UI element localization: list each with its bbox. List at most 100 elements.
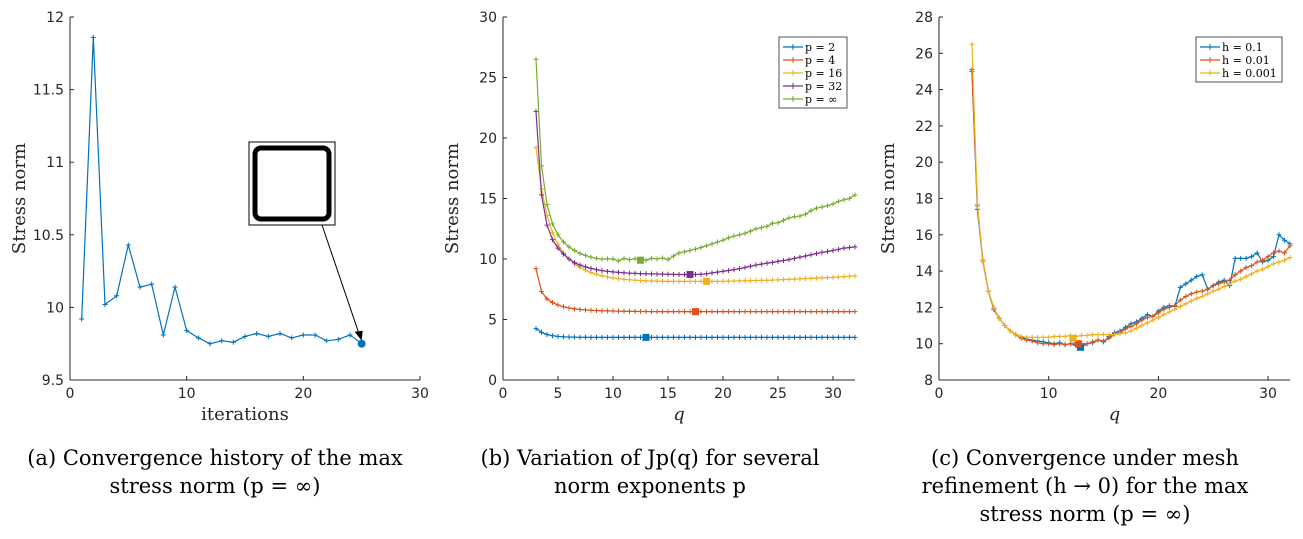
data-point-marker (764, 334, 770, 340)
data-point-marker (1106, 332, 1112, 338)
data-point-marker (1062, 333, 1068, 339)
data-point-marker (980, 259, 986, 265)
data-point-marker (594, 255, 599, 261)
data-point-marker (1172, 306, 1178, 312)
data-point-marker (654, 334, 660, 340)
caption-b: (b) Variation of Jp(q) for several norm … (440, 444, 860, 500)
data-point-marker (1084, 333, 1090, 339)
data-point-marker (1117, 331, 1123, 337)
data-point-marker (786, 257, 792, 263)
caption-c-line-3: stress norm (p = ∞) (979, 502, 1191, 526)
data-point-marker (230, 339, 236, 345)
data-point-marker (753, 262, 759, 268)
y-tick-label: 0 (488, 373, 497, 389)
data-point-marker (555, 333, 561, 339)
data-point-marker (841, 309, 847, 315)
design-inset-shape (252, 145, 332, 222)
x-tick-label: 30 (824, 386, 842, 402)
caption-a-line-1: Convergence history of the max (62, 446, 403, 470)
caption-a-tag: (a) (27, 446, 57, 470)
data-point-marker (627, 277, 632, 283)
data-point-marker (792, 309, 797, 315)
data-point-marker (1221, 279, 1227, 285)
data-point-marker (814, 309, 819, 315)
data-point-marker (649, 309, 654, 315)
data-point-marker (544, 332, 550, 338)
caption-a-line-2: stress norm (p = ∞) (109, 474, 321, 498)
legend-swatch-marker (790, 57, 796, 63)
data-point-marker (312, 332, 318, 338)
data-point-marker (1238, 276, 1244, 282)
y-tick-label: 24 (915, 83, 933, 99)
data-point-marker (825, 334, 830, 340)
data-point-marker (814, 334, 819, 340)
data-point-marker (742, 278, 748, 284)
data-point-marker (544, 202, 550, 208)
data-point-marker (539, 289, 544, 295)
data-point-marker (682, 309, 687, 315)
data-point-marker (808, 309, 814, 315)
data-point-marker (1287, 243, 1293, 249)
data-point-marker (1144, 320, 1150, 326)
data-point-marker (852, 334, 858, 340)
legend-swatch-marker (1207, 70, 1213, 76)
data-point-marker (825, 248, 830, 254)
data-point-marker (79, 316, 85, 322)
data-point-marker (1276, 259, 1282, 265)
data-point-marker (539, 329, 544, 335)
data-point-marker (550, 221, 555, 227)
data-point-marker (533, 108, 539, 114)
y-tick-label: 22 (915, 119, 933, 135)
data-point-marker (195, 335, 201, 341)
data-point-marker (1095, 337, 1101, 343)
data-point-marker (1260, 266, 1266, 272)
data-point-marker (533, 56, 539, 62)
data-point-marker (693, 271, 698, 277)
data-point-marker (1177, 297, 1183, 303)
data-point-marker (277, 331, 283, 337)
data-point-marker (764, 260, 770, 266)
data-point-marker (1166, 304, 1172, 310)
data-point-marker (836, 246, 841, 252)
data-point-marker (588, 254, 594, 260)
data-point-marker (748, 278, 753, 284)
y-tick-label: 30 (479, 10, 497, 26)
data-point-marker (616, 258, 621, 264)
data-point-marker (715, 269, 720, 275)
data-point-marker (643, 257, 649, 263)
data-point-marker (720, 237, 726, 243)
data-point-marker (594, 267, 599, 273)
data-point-marker (616, 308, 621, 314)
data-point-marker (1254, 259, 1260, 265)
y-axis-label: Stress norm (878, 143, 899, 254)
data-point-marker (803, 309, 808, 315)
data-point-marker (742, 309, 748, 315)
data-point-marker (726, 267, 731, 273)
data-point-marker (731, 267, 737, 273)
data-point-marker (1188, 277, 1194, 283)
data-point-marker (583, 264, 588, 270)
data-point-marker (847, 309, 852, 315)
data-point-marker (1238, 268, 1244, 274)
data-point-marker (737, 309, 742, 315)
data-point-marker (693, 278, 698, 284)
data-point-marker (561, 239, 566, 245)
data-point-marker (847, 245, 852, 251)
data-point-marker (1062, 342, 1068, 348)
data-point-marker (726, 235, 731, 241)
data-point-marker (841, 245, 847, 251)
data-point-marker (577, 306, 583, 312)
data-point-marker (90, 34, 96, 40)
data-point-marker (814, 205, 819, 211)
data-point-marker (698, 309, 704, 315)
data-point-marker (709, 278, 715, 284)
data-point-marker (737, 266, 742, 272)
data-point-marker (627, 257, 632, 263)
optimum-marker (1069, 334, 1077, 342)
data-point-marker (605, 256, 610, 262)
data-point-marker (808, 334, 814, 340)
data-point-marker (599, 268, 605, 274)
data-point-marker (676, 271, 682, 277)
data-point-marker (149, 281, 155, 287)
data-point-marker (1040, 341, 1046, 347)
